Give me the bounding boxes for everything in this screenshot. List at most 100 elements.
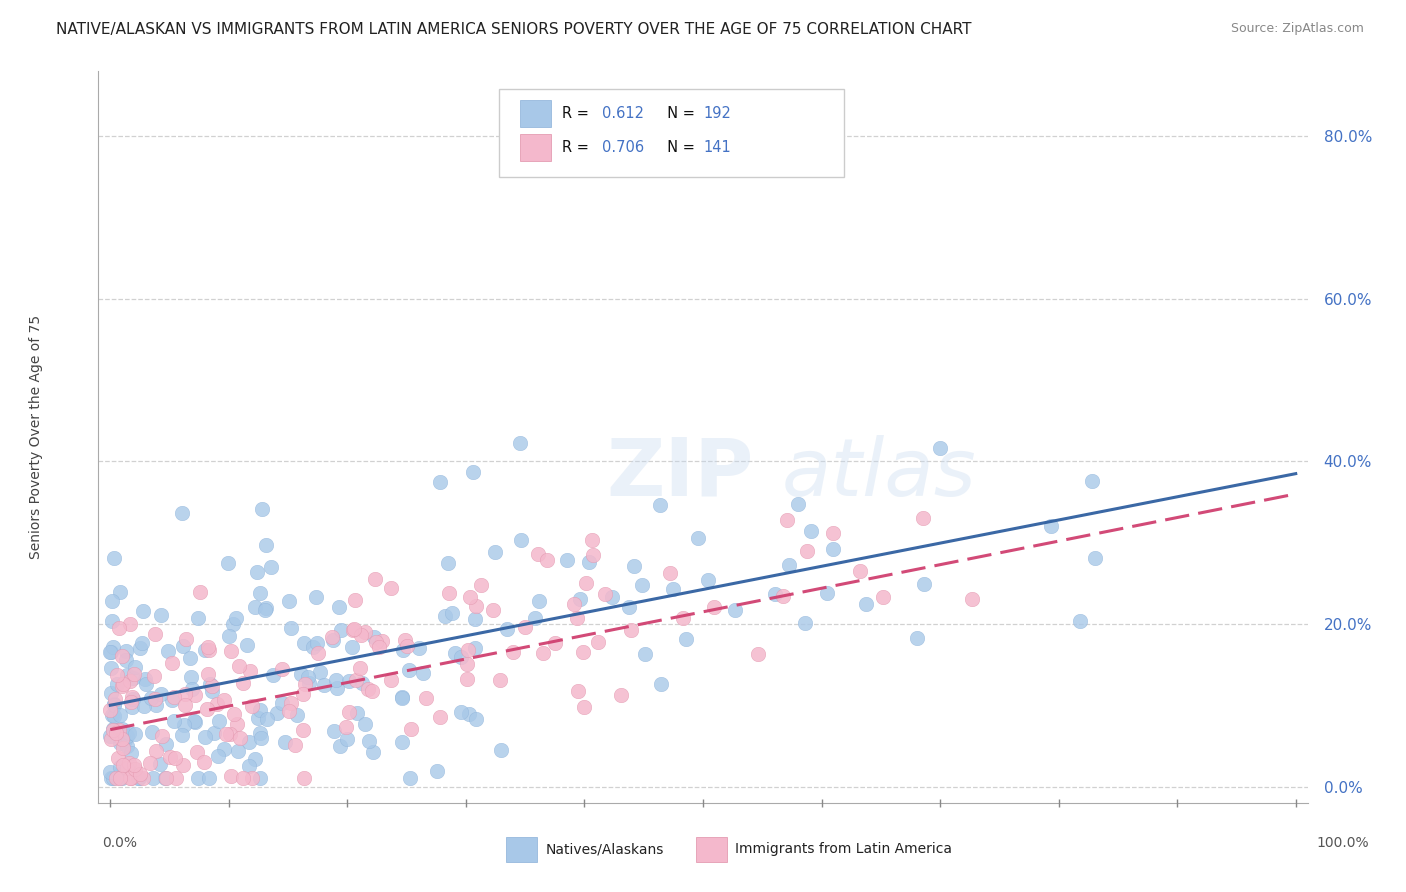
Point (724, 603, 747, 617)
Text: ZIP: ZIP (606, 434, 754, 513)
Point (815, 586, 838, 600)
Text: 0.612: 0.612 (602, 106, 644, 120)
Point (159, 750, 181, 764)
Point (187, 611, 209, 625)
Point (292, 687, 315, 701)
Point (200, 679, 222, 693)
Point (456, 673, 478, 687)
Point (110, 760, 132, 774)
Point (254, 601, 277, 615)
Point (103, 709, 125, 723)
Point (353, 625, 375, 640)
Point (380, 581, 402, 595)
Point (180, 682, 202, 697)
Point (297, 670, 319, 684)
Point (578, 555, 600, 569)
Point (457, 643, 479, 657)
Point (309, 665, 332, 680)
Point (623, 559, 645, 574)
Point (249, 703, 271, 717)
Point (588, 635, 610, 649)
Point (155, 772, 177, 786)
Point (160, 692, 183, 706)
Point (114, 732, 136, 747)
Point (163, 714, 186, 728)
Point (391, 735, 413, 749)
Point (336, 731, 359, 746)
Point (179, 651, 201, 665)
Point (398, 663, 420, 677)
Point (107, 677, 129, 691)
Point (274, 735, 297, 749)
Point (115, 739, 138, 753)
Point (180, 669, 202, 683)
Point (524, 611, 547, 625)
Point (661, 582, 683, 597)
Point (905, 632, 928, 646)
Text: N =: N = (658, 106, 700, 120)
Point (129, 766, 152, 780)
Point (253, 602, 276, 616)
Text: Natives/Alaskans: Natives/Alaskans (546, 842, 664, 856)
Point (198, 677, 221, 691)
Point (650, 498, 672, 512)
Point (108, 767, 131, 781)
Point (361, 683, 384, 698)
Point (107, 667, 129, 681)
Point (108, 723, 131, 738)
Point (108, 707, 131, 722)
Point (105, 725, 128, 739)
Point (496, 622, 519, 636)
Point (103, 698, 125, 712)
Point (100, 729, 122, 743)
Point (100, 686, 122, 700)
Point (228, 659, 250, 673)
Point (105, 772, 128, 786)
Point (98, 764, 121, 779)
Point (572, 645, 595, 659)
Point (794, 615, 817, 630)
Point (249, 586, 271, 600)
Point (290, 667, 312, 681)
Point (481, 603, 503, 617)
Point (172, 728, 194, 742)
Text: R =: R = (562, 140, 593, 154)
Point (312, 678, 335, 692)
Point (489, 742, 512, 756)
Text: Immigrants from Latin America: Immigrants from Latin America (735, 842, 952, 856)
Point (285, 707, 308, 722)
Point (108, 736, 131, 750)
Point (149, 687, 172, 701)
Point (247, 711, 270, 725)
Point (292, 636, 315, 650)
Point (1040, 519, 1063, 533)
Point (329, 739, 352, 754)
Point (778, 558, 800, 572)
Point (361, 745, 384, 759)
Point (132, 772, 155, 786)
Point (127, 772, 149, 786)
Point (772, 589, 794, 603)
Point (214, 742, 236, 756)
Point (509, 533, 531, 548)
Point (344, 592, 367, 607)
Point (763, 587, 786, 601)
Point (111, 758, 134, 772)
Point (138, 756, 160, 771)
Point (277, 594, 299, 608)
Point (143, 692, 166, 706)
Point (294, 676, 316, 690)
Point (270, 696, 292, 710)
Point (115, 729, 138, 743)
Point (150, 729, 173, 743)
Point (240, 772, 263, 786)
Point (219, 769, 242, 783)
Point (696, 573, 718, 587)
Point (246, 565, 269, 579)
Point (103, 550, 125, 565)
Point (219, 727, 242, 741)
Point (100, 732, 122, 747)
Point (321, 630, 343, 644)
Point (124, 762, 146, 776)
Point (135, 677, 157, 691)
